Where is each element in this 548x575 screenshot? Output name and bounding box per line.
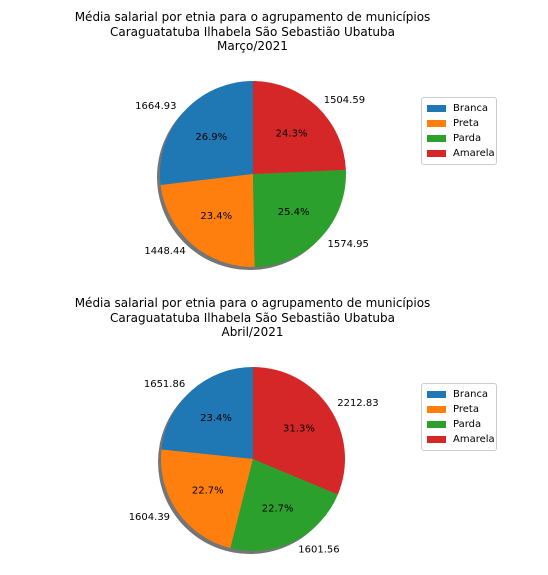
legend-label: Parda — [453, 419, 482, 430]
pie-percent-label: 25.4% — [278, 207, 310, 218]
legend-label: Parda — [453, 133, 482, 144]
chart-2-title-line-1: Média salarial por etnia para o agrupame… — [74, 296, 431, 310]
legend-swatch — [427, 150, 446, 157]
legend-item-branca: Branca — [427, 101, 492, 116]
legend-item-preta: Preta — [427, 116, 492, 131]
pie-percent-label: 31.3% — [283, 423, 315, 434]
pie-slice-amarela — [253, 367, 345, 495]
legend-item-preta: Preta — [427, 402, 492, 417]
pie-slice-preta — [161, 449, 253, 549]
pie-value-label: 2212.83 — [337, 398, 378, 409]
pie-percent-label: 24.3% — [276, 129, 308, 140]
legend-swatch — [427, 406, 446, 413]
legend-item-amarela: Amarela — [427, 432, 495, 447]
pie-slice-parda — [230, 459, 338, 551]
chart-2-legend: Branca Preta Parda Amarela — [421, 383, 497, 451]
pie-slice-amarela — [253, 81, 346, 174]
pie-value-label: 1664.93 — [135, 101, 176, 112]
pie-percent-label: 23.4% — [200, 413, 232, 424]
pie-percent-label: 23.4% — [200, 211, 232, 222]
pie-value-label: 1574.95 — [328, 239, 369, 250]
pie-percent-label: 26.9% — [195, 132, 227, 143]
legend-swatch — [427, 105, 446, 112]
pie-slice-branca — [161, 367, 253, 459]
pie-percent-label: 22.7% — [192, 486, 224, 497]
pie-value-label: 1601.56 — [298, 545, 339, 556]
legend-label: Branca — [453, 103, 489, 114]
legend-swatch — [427, 421, 446, 428]
pie-slice-parda — [253, 169, 346, 267]
chart-2-title: Média salarial por etnia para o agrupame… — [0, 296, 505, 340]
legend-item-parda: Parda — [427, 417, 492, 432]
chart-2-title-line-3: Abril/2021 — [221, 325, 284, 339]
legend-item-parda: Parda — [427, 131, 492, 146]
chart-1-legend: Branca Preta Parda Amarela — [421, 97, 497, 165]
legend-label: Preta — [453, 118, 479, 129]
legend-swatch — [427, 391, 446, 398]
pie-slice-preta — [160, 174, 255, 267]
chart-1-title-line-1: Média salarial por etnia para o agrupame… — [74, 10, 431, 24]
chart-1-title: Média salarial por etnia para o agrupame… — [0, 10, 505, 54]
chart-2-title-line-2: Caraguatatuba Ilhabela São Sebastião Uba… — [109, 310, 396, 325]
legend-swatch — [427, 436, 446, 443]
legend-item-amarela: Amarela — [427, 146, 495, 161]
pie-slice-branca — [160, 81, 253, 185]
chart-1-title-line-2: Caraguatatuba Ilhabela São Sebastião Uba… — [109, 24, 396, 39]
legend-item-branca: Branca — [427, 387, 492, 402]
legend-swatch — [427, 120, 446, 127]
legend-swatch — [427, 135, 446, 142]
legend-label: Branca — [453, 389, 489, 400]
pie-value-label: 1504.59 — [324, 95, 365, 106]
legend-label: Preta — [453, 404, 479, 415]
pie-value-label: 1651.86 — [144, 379, 185, 390]
legend-label: Amarela — [453, 148, 495, 159]
chart-1-title-line-3: Março/2021 — [217, 39, 288, 53]
legend-label: Amarela — [453, 434, 495, 445]
pie-value-label: 1448.44 — [144, 246, 185, 257]
pie-percent-label: 22.7% — [262, 503, 294, 514]
pie-value-label: 1604.39 — [129, 512, 170, 523]
